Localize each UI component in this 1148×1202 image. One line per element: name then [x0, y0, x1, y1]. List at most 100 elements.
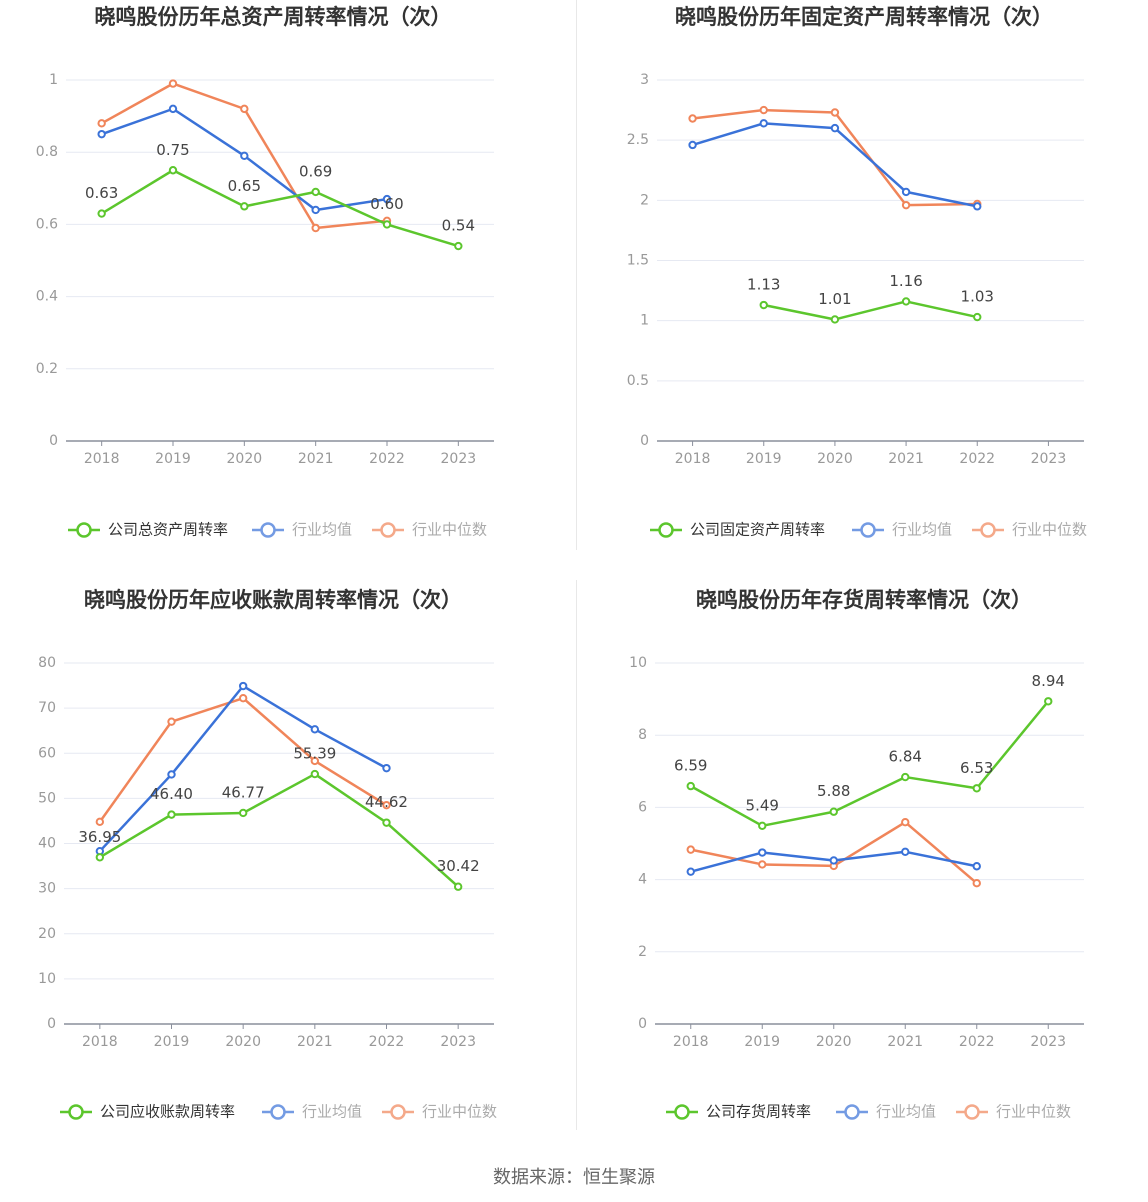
chart-title: 晓鸣股份历年固定资产周转率情况（次） — [675, 5, 1053, 29]
legend-item-company[interactable]: 公司存货周转率 — [666, 1103, 811, 1121]
data-point-median[interactable] — [688, 114, 697, 123]
legend-marker — [658, 522, 674, 538]
data-point-avg[interactable] — [972, 862, 981, 871]
series-median — [95, 693, 391, 827]
data-point-company[interactable] — [758, 821, 767, 831]
y-tick-label: 0 — [49, 433, 58, 449]
data-point-company[interactable] — [1044, 697, 1053, 706]
legend-item-company[interactable]: 公司应收账款周转率 — [60, 1103, 235, 1121]
legend-item-median[interactable]: 行业中位数 — [372, 521, 487, 539]
data-point-avg[interactable] — [382, 763, 391, 773]
data-point-avg[interactable] — [901, 847, 910, 857]
data-point-avg[interactable] — [240, 151, 249, 161]
data-point-avg[interactable] — [382, 194, 392, 204]
legend-label: 行业中位数 — [996, 1103, 1071, 1121]
data-point-avg[interactable] — [686, 867, 695, 876]
data-point-avg[interactable] — [758, 848, 767, 857]
x-tick-label: 2023 — [440, 1034, 476, 1050]
data-point-median[interactable] — [972, 879, 981, 888]
data-point-median[interactable] — [238, 693, 248, 703]
data-point-avg[interactable] — [901, 187, 911, 197]
series-line-company — [101, 169, 459, 248]
series-line-company — [99, 772, 459, 888]
x-tick-label: 2020 — [816, 1034, 852, 1050]
data-point-company[interactable] — [167, 810, 176, 819]
x-tick-label: 2018 — [84, 451, 120, 467]
data-point-company[interactable] — [310, 769, 320, 779]
y-tick-label: 2 — [638, 944, 647, 960]
data-point-avg[interactable] — [311, 205, 320, 215]
data-point-company[interactable] — [453, 882, 463, 891]
data-point-avg[interactable] — [973, 202, 982, 211]
data-point-median[interactable] — [95, 817, 105, 827]
data-point-company[interactable] — [240, 202, 249, 211]
legend-label: 行业均值 — [302, 1103, 362, 1121]
legend-label: 公司存货周转率 — [706, 1103, 811, 1121]
data-point-median[interactable] — [311, 223, 320, 233]
legend-item-company[interactable]: 公司总资产周转率 — [68, 521, 228, 539]
legend-item-avg[interactable]: 行业均值 — [852, 521, 952, 539]
data-label: 1.16 — [889, 272, 922, 290]
data-point-median[interactable] — [901, 818, 910, 827]
legend-item-median[interactable]: 行业中位数 — [956, 1103, 1071, 1121]
data-point-avg[interactable] — [238, 681, 248, 691]
data-point-company[interactable] — [830, 315, 840, 324]
y-tick-label: 0.6 — [36, 216, 58, 232]
data-point-avg[interactable] — [97, 129, 106, 139]
series-median — [688, 105, 982, 210]
data-point-company[interactable] — [168, 166, 178, 175]
data-point-company[interactable] — [382, 220, 392, 229]
legend-item-median[interactable]: 行业中位数 — [972, 521, 1087, 539]
legend-item-avg[interactable]: 行业均值 — [836, 1103, 936, 1121]
data-point-avg[interactable] — [688, 140, 697, 150]
legend-label: 公司固定资产周转率 — [690, 521, 825, 539]
data-point-median[interactable] — [830, 108, 840, 117]
data-point-company[interactable] — [382, 818, 391, 827]
data-point-company[interactable] — [95, 853, 105, 862]
data-point-median[interactable] — [758, 860, 767, 869]
data-point-company[interactable] — [972, 784, 981, 793]
x-tick-label: 2023 — [441, 451, 477, 467]
data-point-company[interactable] — [829, 807, 838, 816]
data-point-company[interactable] — [973, 312, 982, 322]
data-point-median[interactable] — [759, 105, 768, 115]
data-point-avg[interactable] — [167, 770, 176, 779]
series-company: 1.13 1.01 1.16 1.03 — [747, 272, 994, 324]
legend-item-avg[interactable]: 行业均值 — [252, 521, 352, 539]
data-point-median[interactable] — [310, 756, 320, 766]
legend-item-company[interactable]: 公司固定资产周转率 — [650, 521, 825, 539]
data-point-median[interactable] — [901, 200, 911, 210]
x-tick-label: 2019 — [155, 451, 191, 467]
data-point-company[interactable] — [238, 808, 248, 818]
data-point-avg[interactable] — [830, 123, 840, 133]
data-point-avg[interactable] — [168, 104, 178, 114]
data-point-company[interactable] — [686, 781, 695, 791]
x-tick-label: 2020 — [817, 451, 853, 467]
data-point-median[interactable] — [240, 104, 249, 114]
data-point-avg[interactable] — [759, 119, 768, 128]
data-point-company[interactable] — [901, 772, 910, 782]
y-tick-label: 0.5 — [627, 373, 649, 389]
legend-item-median[interactable]: 行业中位数 — [382, 1103, 497, 1121]
data-point-company[interactable] — [901, 297, 911, 306]
series-line-avg — [98, 684, 388, 853]
data-point-avg[interactable] — [310, 725, 320, 734]
data-point-median[interactable] — [382, 800, 391, 810]
data-point-median[interactable] — [97, 119, 106, 128]
data-point-avg[interactable] — [829, 856, 838, 865]
data-point-company[interactable] — [97, 209, 106, 218]
data-point-median[interactable] — [168, 79, 178, 88]
y-tick-label: 30 — [38, 881, 56, 897]
data-point-company[interactable] — [311, 187, 320, 197]
data-label: 5.49 — [746, 796, 779, 814]
legend-item-avg[interactable]: 行业均值 — [262, 1103, 362, 1121]
data-point-company[interactable] — [759, 300, 768, 310]
data-point-median[interactable] — [167, 717, 176, 726]
data-point-median[interactable] — [686, 845, 695, 854]
data-point-company[interactable] — [454, 241, 463, 251]
series-line-company — [690, 700, 1050, 828]
chart-panel-1: 晓鸣股份历年总资产周转率情况（次） 0 0.2 0.4 0.6 0.8 1 2018 2019 2… — [36, 5, 494, 539]
x-tick-label: 2019 — [746, 451, 782, 467]
chart-panel-2: 晓鸣股份历年固定资产周转率情况（次） 0 0.5 1 1.5 2 2.5 3 2018 2019 2… — [627, 5, 1087, 539]
data-label: 0.63 — [85, 184, 118, 202]
